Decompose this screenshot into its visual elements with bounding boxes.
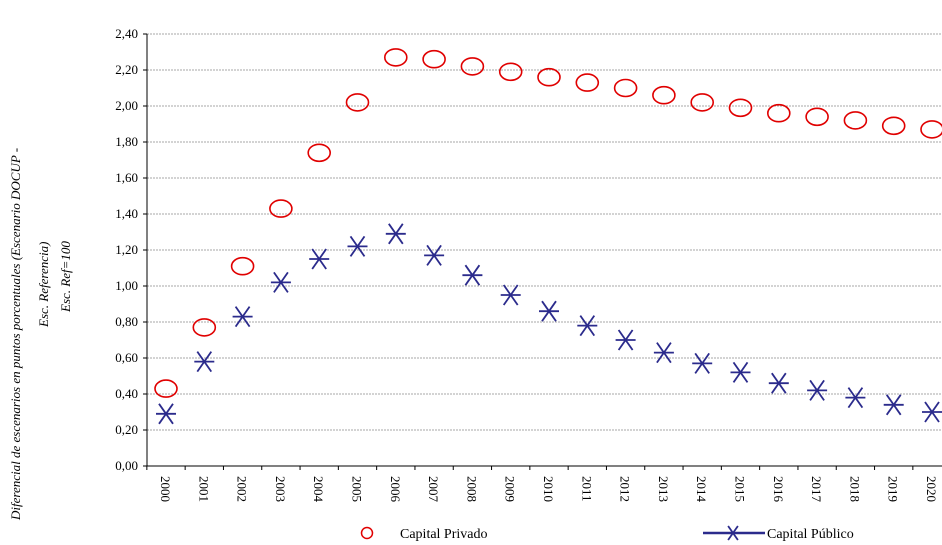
x-tick-label: 2017 [809, 476, 824, 503]
capital-publico-point [692, 352, 713, 374]
capital-privado-point [690, 93, 715, 112]
y-tick-label: 0,60 [115, 350, 138, 365]
y-tick-label: 1,20 [115, 242, 138, 257]
capital-publico-point [922, 401, 942, 423]
capital-privado-point [805, 107, 829, 127]
capital-publico-point [500, 284, 521, 306]
legend-marker-capital-privado [360, 526, 374, 540]
y-tick-label: 2,40 [115, 26, 138, 41]
capital-privado-point [843, 111, 868, 130]
capital-publico-point [768, 372, 789, 394]
capital-publico-point [156, 403, 176, 425]
capital-publico-point [194, 351, 215, 373]
x-tick-label: 2006 [388, 476, 403, 503]
legend-label-capital-privado: Capital Privado [400, 527, 488, 542]
x-tick-label: 2001 [196, 476, 211, 502]
x-tick-label: 2020 [924, 476, 939, 502]
capital-publico-point [462, 264, 483, 286]
capital-privado-point [728, 98, 753, 118]
capital-publico-point [615, 329, 636, 351]
y-tick-label: 1,80 [115, 134, 138, 149]
capital-publico-point [577, 315, 598, 337]
x-tick-label: 2004 [311, 476, 326, 503]
capital-privado-point [230, 256, 255, 276]
capital-privado-point [920, 120, 942, 139]
x-tick-label: 2005 [350, 476, 365, 502]
x-tick-label: 2013 [656, 476, 671, 502]
series-capital-privado [154, 48, 942, 398]
capital-privado-point [498, 62, 523, 82]
series-capital-publico [156, 223, 942, 425]
capital-privado-point [192, 318, 217, 337]
asterisk-icon [726, 525, 740, 541]
x-tick-label: 2015 [733, 476, 748, 502]
capital-privado-point [269, 199, 293, 218]
capital-publico-point [347, 235, 368, 257]
y-tick-label: 1,60 [115, 170, 138, 185]
capital-privado-point [652, 85, 676, 105]
y-axis-title-line-1: Diferencial de escenarios en puntos porc… [8, 148, 23, 521]
capital-privado-point [154, 379, 178, 398]
capital-publico-point [653, 342, 674, 364]
capital-publico-point [424, 244, 445, 266]
capital-privado-point [345, 93, 370, 112]
x-tick-label: 2002 [235, 476, 250, 502]
y-tick-label: 2,00 [115, 98, 138, 113]
x-tick-label: 2003 [273, 476, 288, 502]
y-tick-label: 1,00 [115, 278, 138, 293]
legend-marker-capital-publico [726, 525, 740, 541]
x-tick-label: 2009 [503, 476, 518, 502]
capital-publico-point [539, 300, 559, 322]
y-axis-title-line-3: Esc. Ref=100 [58, 241, 73, 313]
capital-publico-point [807, 379, 828, 401]
x-tick-labels: 2000 2001 2002 2003 2004 2005 2006 2007 2008 2009… [146, 466, 939, 503]
y-tick-label: 2,20 [115, 62, 138, 77]
y-tick-labels: 0,00 0,20 0,40 0,60 0,80 1,00 1,20 1,40 1,60 1,80… [115, 26, 147, 473]
x-tick-label: 2007 [426, 476, 441, 503]
x-tick-label: 2000 [158, 476, 173, 502]
capital-publico-point [385, 223, 406, 245]
y-axis-title-line-2: Esc. Referencia) [36, 242, 51, 328]
x-tick-label: 2018 [847, 476, 862, 502]
y-tick-label: 0,20 [115, 422, 138, 437]
capital-publico-point [845, 387, 866, 409]
y-tick-label: 0,00 [115, 458, 138, 473]
y-tick-label: 0,80 [115, 314, 138, 329]
capital-privado-point [460, 57, 485, 76]
legend: Capital Privado Capital Público [360, 525, 854, 542]
capital-privado-point [881, 116, 906, 136]
x-tick-label: 2008 [464, 476, 479, 502]
capital-privado-point [383, 48, 408, 67]
y-tick-label: 0,40 [115, 386, 138, 401]
x-tick-label: 2016 [771, 476, 786, 503]
capital-publico-point [232, 306, 253, 328]
y-axis-title: Diferencial de escenarios en puntos porc… [8, 148, 73, 521]
x-tick-label: 2019 [886, 476, 901, 502]
capital-privado-point [575, 73, 600, 92]
capital-publico-point [730, 361, 751, 383]
capital-privado-point [422, 49, 446, 69]
capital-privado-point [613, 78, 638, 98]
capital-publico-point [270, 271, 291, 293]
y-tick-label: 1,40 [115, 206, 138, 221]
x-tick-label: 2014 [694, 476, 709, 503]
legend-label-capital-publico: Capital Público [767, 527, 854, 542]
x-tick-label: 2012 [618, 476, 633, 502]
capital-privado-point [307, 143, 332, 163]
gridlines [147, 33, 942, 431]
capital-privado-point [537, 67, 561, 87]
capital-privado-point [766, 103, 791, 123]
capital-publico-point [309, 248, 330, 270]
x-tick-label: 2011 [579, 476, 594, 502]
capital-publico-point [883, 394, 904, 416]
x-tick-label: 2010 [541, 476, 556, 502]
